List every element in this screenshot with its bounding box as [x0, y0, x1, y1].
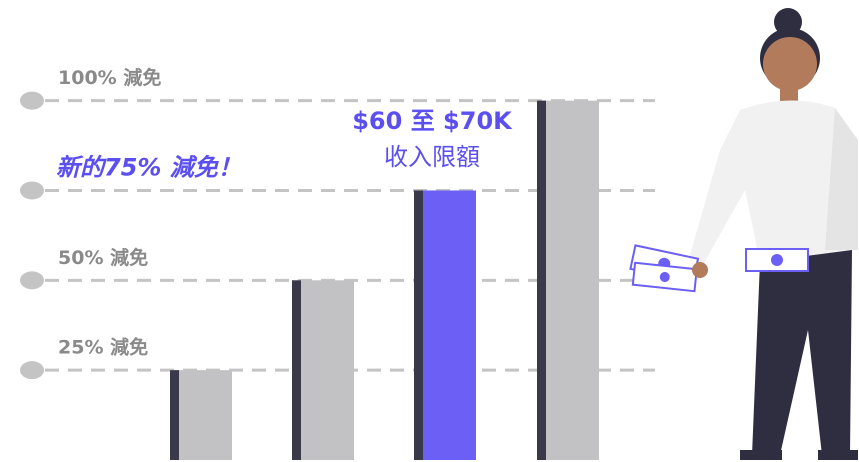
person-illustration [630, 8, 858, 460]
bar [537, 101, 599, 460]
tick-dot [20, 92, 44, 110]
y-tick-label: 25% 減免 [58, 336, 148, 359]
y-tick-label: 50% 減免 [58, 246, 148, 269]
y-tick-label: 新的75% 減免！ [56, 153, 242, 181]
tick-dot [20, 271, 44, 289]
y-tick-label: 100% 減免 [58, 66, 161, 89]
bar-edge [292, 280, 301, 460]
bar [414, 190, 476, 460]
bar-edge [537, 101, 546, 460]
bar-edge [170, 370, 179, 460]
bar-edge [414, 190, 423, 460]
annotation: 收入限額 [384, 143, 480, 171]
tick-dot [20, 181, 44, 199]
chart: 25% 減免50% 減免新的75% 減免！100% 減免 $60 至 $70K … [0, 0, 859, 462]
tick-dot [20, 361, 44, 379]
annotation: $60 至 $70K [352, 107, 513, 135]
bar [170, 370, 232, 460]
bar [292, 280, 354, 460]
